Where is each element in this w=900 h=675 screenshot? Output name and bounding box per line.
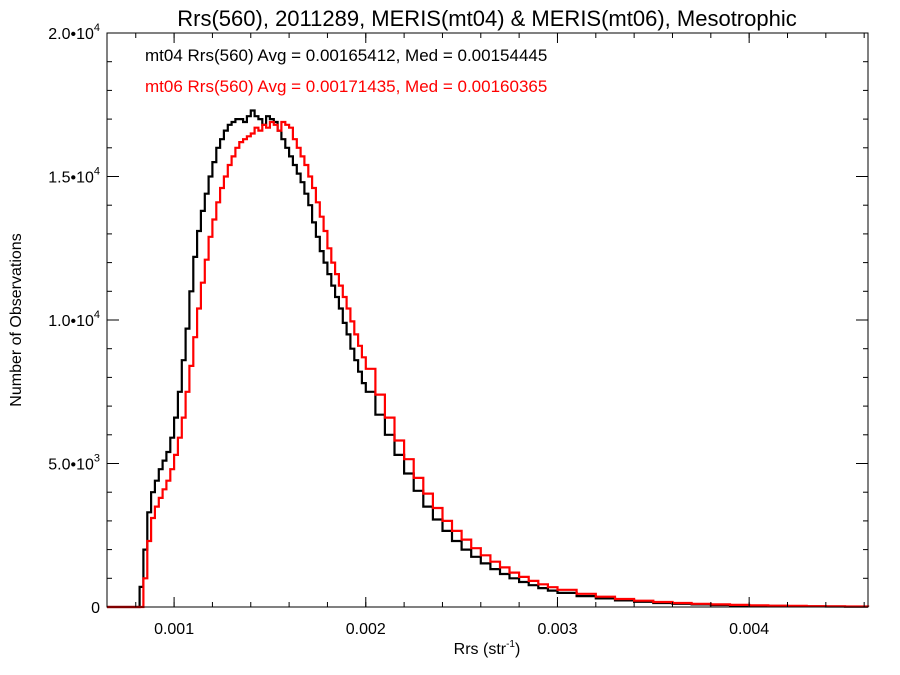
x-axis-label: Rrs (str-1): [454, 639, 521, 658]
annotation-mt06: mt06 Rrs(560) Avg = 0.00171435, Med = 0.…: [145, 77, 547, 96]
histogram-series-mt06: [107, 120, 870, 609]
chart-title: Rrs(560), 2011289, MERIS(mt04) & MERIS(m…: [177, 6, 796, 31]
annotation-mt04: mt04 Rrs(560) Avg = 0.00165412, Med = 0.…: [145, 46, 547, 65]
x-tick-label: 0.001: [154, 621, 194, 638]
y-tick-label: 5.0•103: [48, 453, 100, 474]
y-tick-label: 1.0•104: [48, 309, 100, 330]
x-tick-label: 0.004: [729, 621, 769, 638]
series-layer: [107, 109, 870, 609]
x-axis-label-close: ): [515, 641, 520, 658]
axis-layer: 0.001 0.002 0.003 0.004 0 5.0•103 1.0•104 1.5•1…: [48, 22, 868, 638]
y-axis-label: Number of Observations: [8, 233, 25, 406]
y-tick-label: 1.5•104: [48, 166, 100, 187]
histogram-series-mt04: [107, 109, 870, 609]
y-tick-label: 2.0•104: [48, 22, 100, 43]
x-axis-label-sup: -1: [506, 639, 515, 650]
y-tick-label: 0: [91, 600, 100, 617]
x-tick-label: 0.003: [537, 621, 577, 638]
x-tick-label: 0.002: [346, 621, 386, 638]
x-axis-label-main: Rrs (str: [454, 641, 507, 658]
